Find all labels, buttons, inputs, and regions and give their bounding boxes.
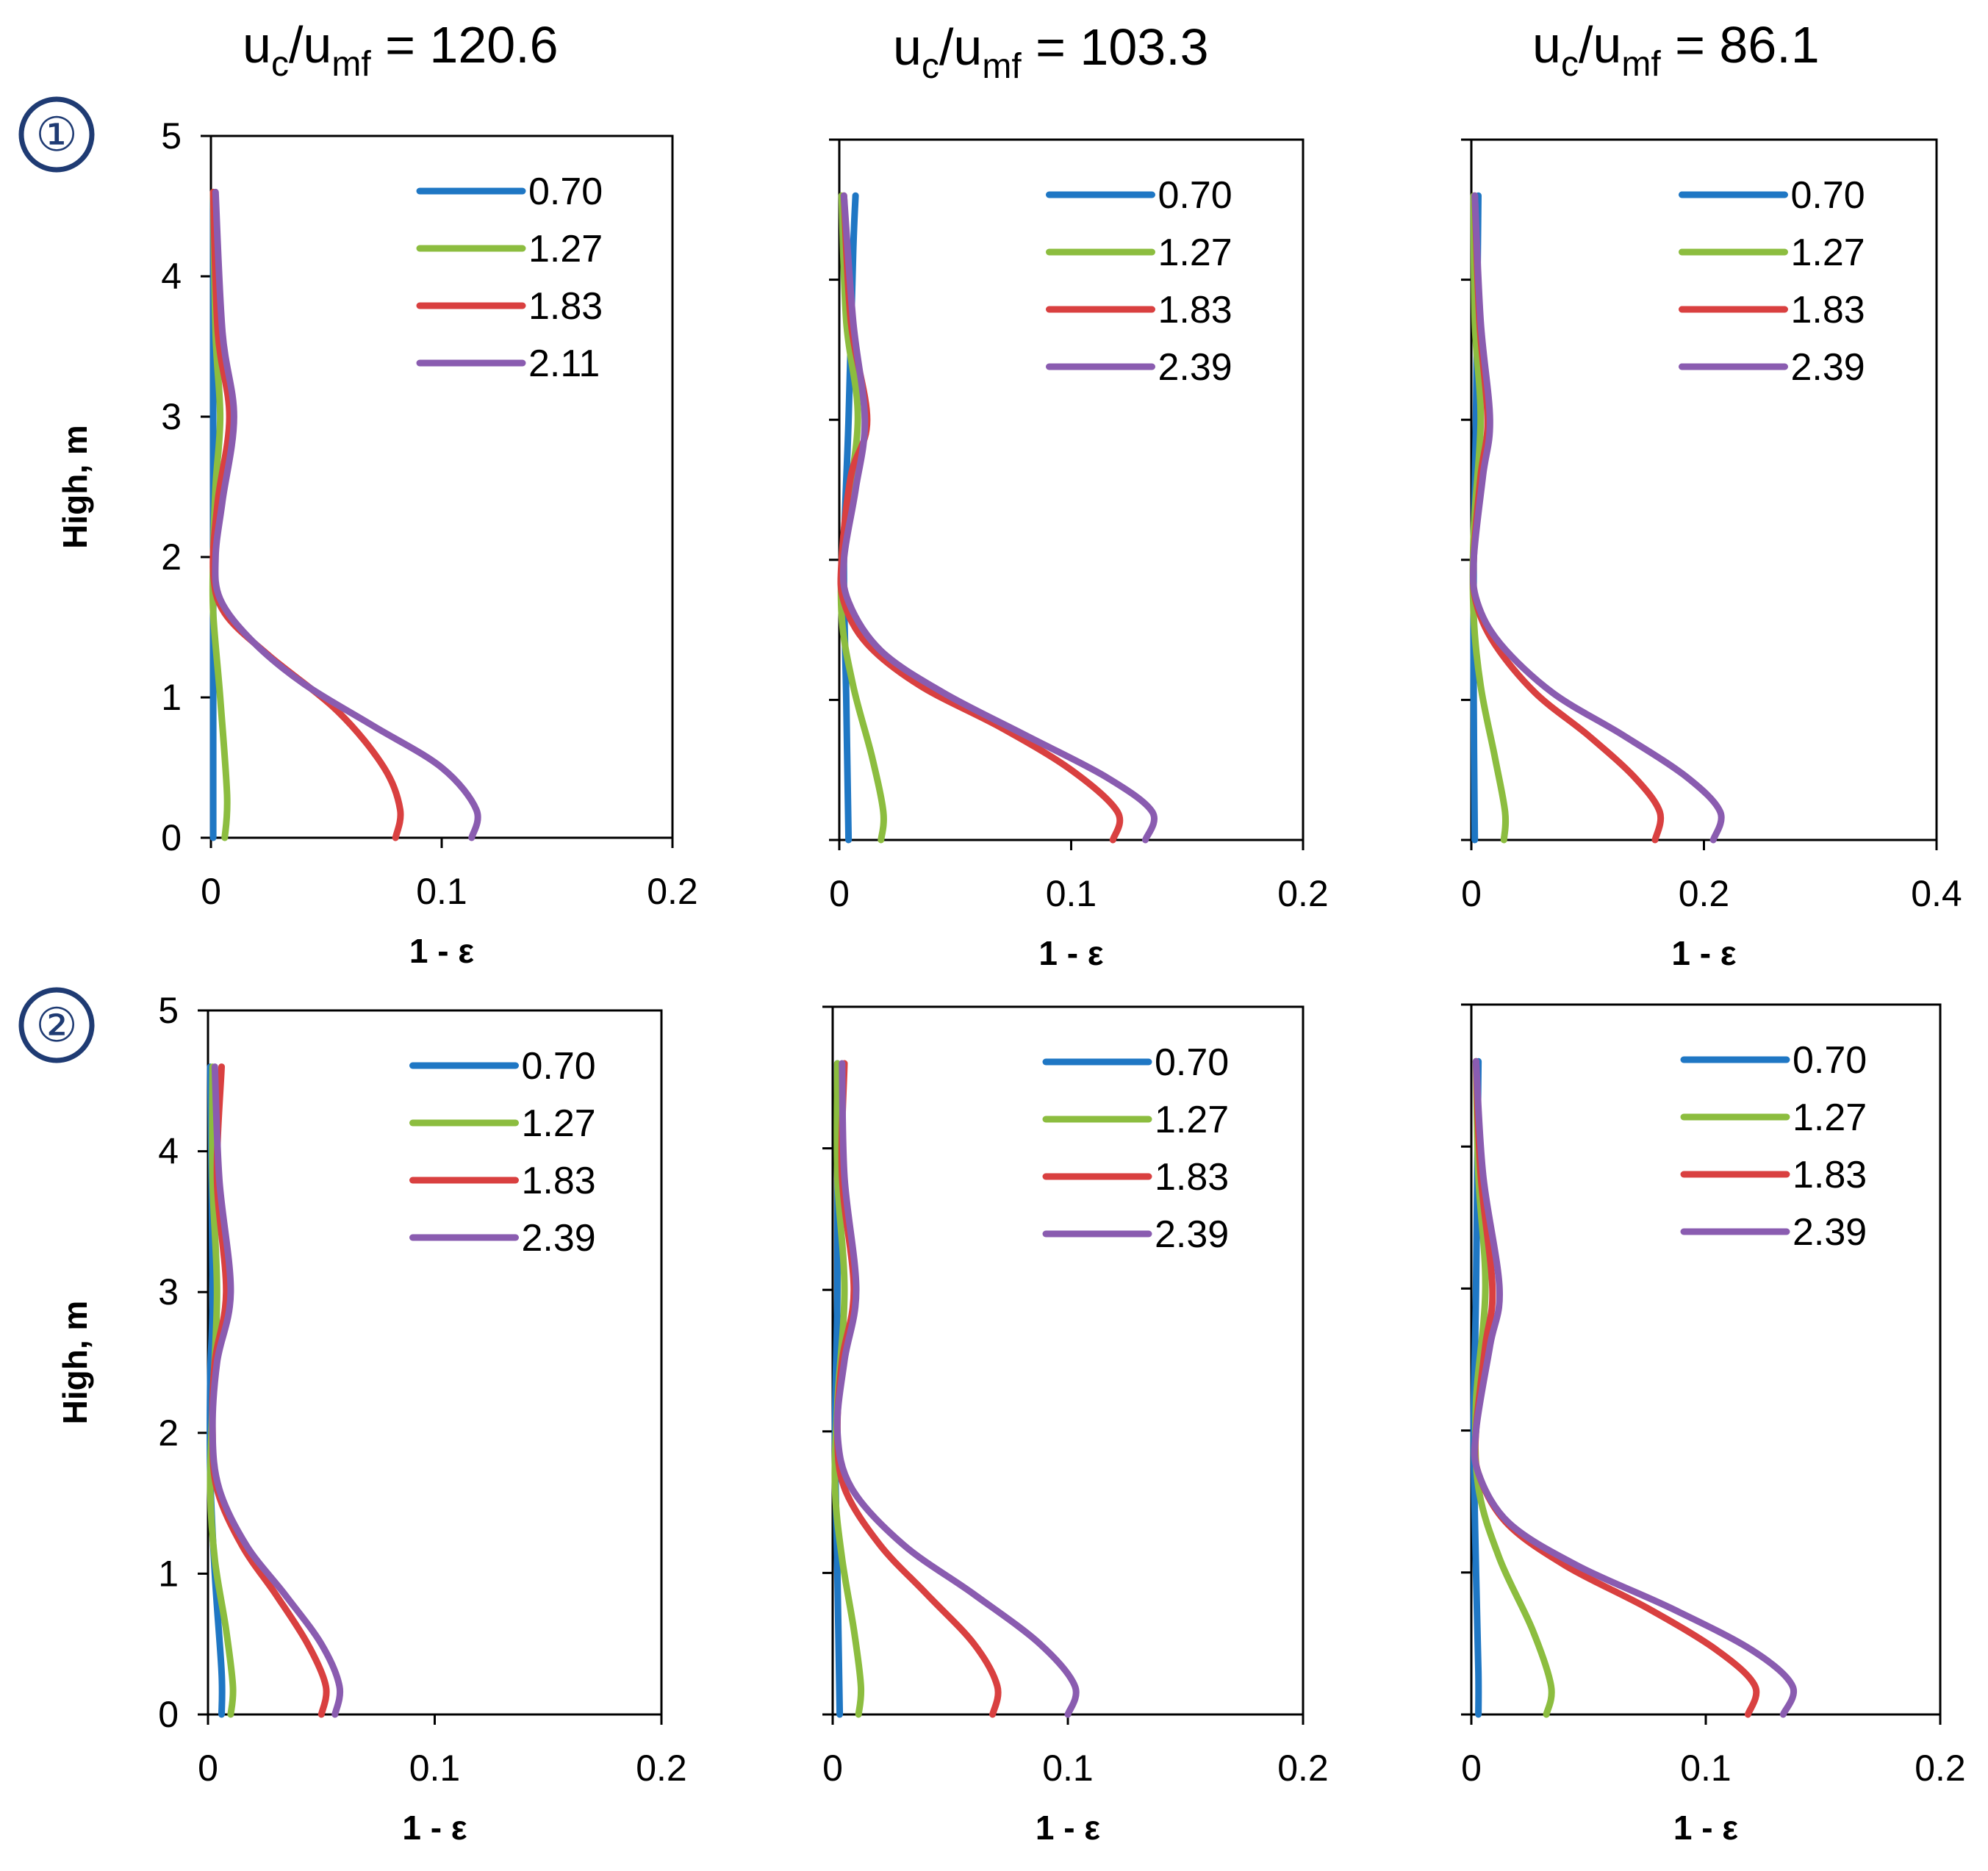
series-line-1.83 — [837, 192, 1124, 844]
x-axis-label: 1 - ε — [1673, 1809, 1738, 1847]
legend-label: 0.70 — [1793, 1039, 1867, 1082]
legend-label: 1.27 — [1791, 231, 1865, 274]
x-tick-label: 0.4 — [1911, 873, 1962, 914]
chart-panel-6: 0 0.1 0.2 1 - ε 0.70 1.27 1.83 2.39 — [1461, 1003, 1966, 1847]
series-line-1.83 — [1471, 1057, 1760, 1718]
legend-label: 2.39 — [1791, 346, 1865, 389]
x-tick-label: 0 — [198, 1748, 218, 1789]
y-tick-label: 3 — [161, 396, 182, 437]
series-line-1.83 — [209, 1063, 330, 1718]
y-tick-label: 3 — [158, 1271, 179, 1312]
legend-label: 0.70 — [522, 1045, 596, 1088]
y-axis-label: High, m — [56, 1301, 94, 1425]
series-line-2.39 — [833, 1060, 1080, 1718]
legend-label: 2.39 — [1158, 346, 1232, 389]
legend-label: 0.70 — [528, 170, 603, 213]
x-axis-label: 1 - ε — [402, 1809, 467, 1847]
column-title-1: uc/umf = 120.6 — [243, 16, 559, 84]
y-tick-label: 2 — [161, 536, 182, 578]
legend-label: 2.39 — [1793, 1211, 1867, 1254]
y-tick-label: 1 — [158, 1553, 179, 1594]
y-tick-label: 5 — [161, 115, 182, 157]
x-tick-label: 0.1 — [416, 871, 467, 912]
legend-label: 1.27 — [1158, 231, 1232, 274]
legend-label: 1.83 — [522, 1160, 596, 1202]
series-line-2.39 — [839, 192, 1158, 844]
y-tick-label: 1 — [161, 677, 182, 718]
chart-panel-2: 0 0.1 0.2 1 - ε 0.70 1.27 1.83 2.39 — [829, 138, 1329, 972]
y-tick-label: 4 — [158, 1131, 179, 1172]
y-tick-label: 0 — [161, 817, 182, 858]
plot-frame — [838, 138, 1305, 841]
y-tick-label: 2 — [158, 1412, 179, 1454]
x-axis-label: 1 - ε — [409, 932, 474, 970]
x-axis-label: 1 - ε — [1038, 934, 1103, 972]
chart-panels: 0 1 2 3 4 5 0 0.1 0.2 1 - ε High, m 0.70 1.27 1.83 2.1… — [56, 115, 1966, 1847]
legend-label: 1.27 — [1793, 1096, 1867, 1139]
plot-frame — [209, 134, 674, 839]
y-tick-label: 0 — [158, 1694, 179, 1735]
x-tick-label: 0 — [201, 871, 221, 912]
x-tick-label: 0 — [1461, 1748, 1482, 1789]
series-line-2.39 — [1469, 192, 1725, 844]
x-tick-label: 0.1 — [1680, 1748, 1732, 1789]
legend-label: 0.70 — [1791, 174, 1865, 217]
x-tick-label: 0.2 — [647, 871, 698, 912]
legend-label: 1.27 — [522, 1102, 596, 1145]
row-marker-2: ② — [18, 987, 95, 1063]
x-tick-label: 0.1 — [409, 1748, 461, 1789]
plot-frame — [831, 1005, 1305, 1716]
series-line-2.11 — [212, 188, 481, 841]
legend-label: 2.39 — [1155, 1213, 1229, 1256]
x-tick-label: 0 — [822, 1748, 843, 1789]
x-tick-label: 0.2 — [1277, 1748, 1329, 1789]
legend-label: 0.70 — [1158, 174, 1232, 217]
legend-label: 1.83 — [1155, 1156, 1229, 1199]
series-line-1.83 — [833, 1060, 1002, 1718]
legend-label: 1.27 — [1155, 1099, 1229, 1141]
x-tick-label: 0 — [1461, 873, 1482, 914]
x-tick-label: 0.1 — [1042, 1748, 1094, 1789]
series-line-1.27 — [1471, 1057, 1555, 1718]
legend-label: 1.83 — [1791, 289, 1865, 331]
x-axis-label: 1 - ε — [1036, 1809, 1100, 1847]
x-tick-label: 0 — [829, 873, 850, 914]
chart-panel-5: 0 0.1 0.2 1 - ε 0.70 1.27 1.83 2.39 — [822, 1005, 1329, 1847]
svg-text:①: ① — [35, 108, 77, 161]
legend-label: 2.11 — [528, 342, 600, 385]
y-tick-label: 5 — [158, 990, 179, 1031]
row-marker-1: ① — [18, 96, 95, 173]
column-title-2: uc/umf = 103.3 — [893, 18, 1209, 86]
y-axis-label: High, m — [56, 425, 94, 549]
legend-label: 1.27 — [528, 228, 603, 270]
x-tick-label: 0.2 — [1277, 873, 1329, 914]
legend-label: 1.83 — [1158, 289, 1232, 331]
plot-frame — [1470, 138, 1938, 841]
series-line-2.39 — [1471, 1057, 1798, 1718]
legend-label: 1.83 — [1793, 1154, 1867, 1196]
chart-panel-1: 0 1 2 3 4 5 0 0.1 0.2 1 - ε High, m 0.70 1.27 1.83 2.1… — [56, 115, 698, 970]
legend-label: 2.39 — [522, 1217, 596, 1260]
x-axis-label: 1 - ε — [1671, 934, 1736, 972]
chart-panel-3: 0 0.2 0.4 1 - ε 0.70 1.27 1.83 2.39 — [1461, 138, 1962, 972]
x-tick-label: 0.2 — [636, 1748, 687, 1789]
x-tick-label: 0.1 — [1046, 873, 1097, 914]
legend-label: 0.70 — [1155, 1041, 1229, 1084]
series-line-2.39 — [209, 1063, 344, 1718]
y-tick-label: 4 — [161, 256, 182, 297]
x-tick-label: 0.2 — [1915, 1748, 1966, 1789]
legend-label: 1.83 — [528, 285, 603, 328]
plot-frame — [1470, 1003, 1942, 1716]
chart-panel-4: 0 1 2 3 4 5 0 0.1 0.2 1 - ε High, m 0.70 1.27 1.83 2.3… — [56, 990, 687, 1847]
svg-text:②: ② — [35, 999, 77, 1052]
series-line-1.83 — [209, 188, 404, 841]
column-title-3: uc/umf = 86.1 — [1532, 16, 1820, 84]
x-tick-label: 0.2 — [1679, 873, 1730, 914]
